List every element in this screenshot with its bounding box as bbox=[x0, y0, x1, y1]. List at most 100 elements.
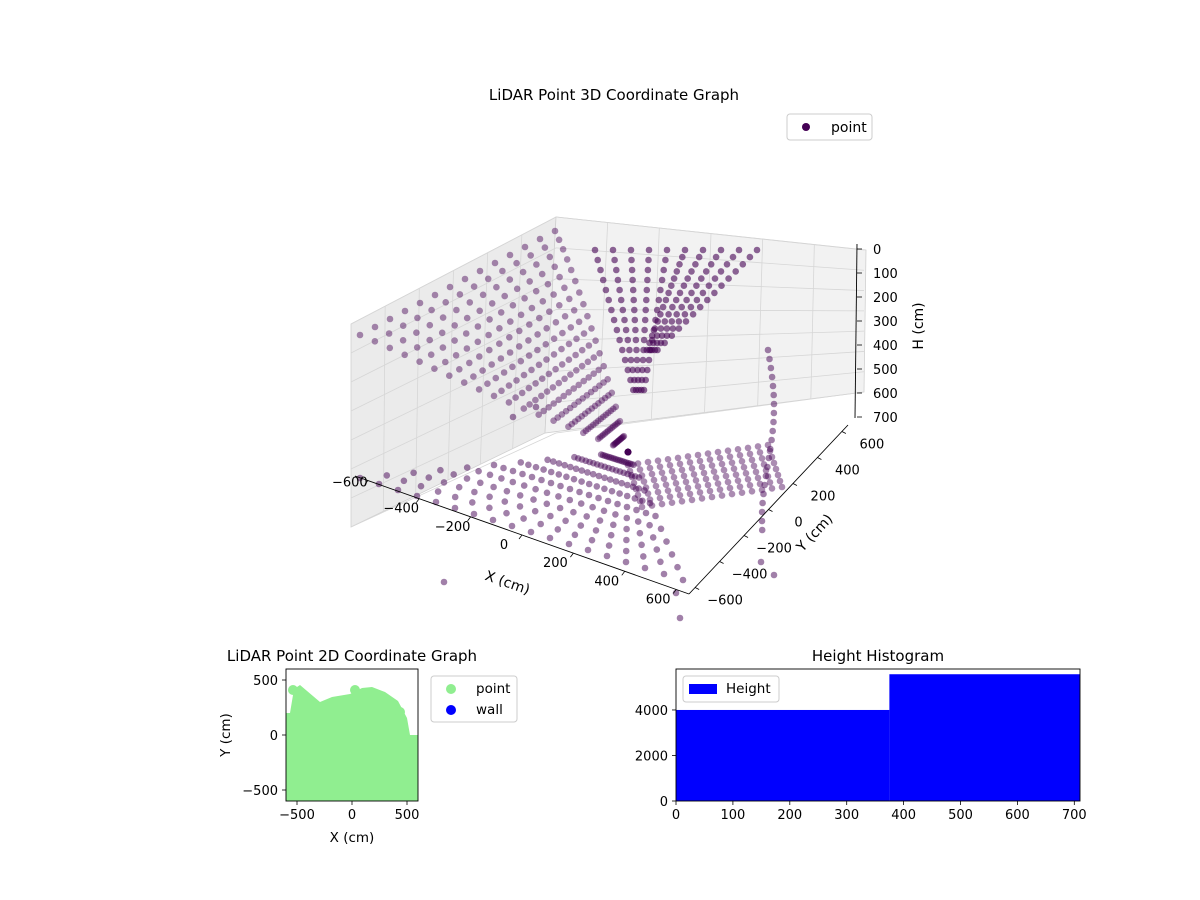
scatter-point-3d bbox=[616, 490, 623, 497]
x-tick-label-histogram: 200 bbox=[777, 808, 802, 823]
scatter-point-3d bbox=[614, 276, 622, 284]
scatter-point-3d bbox=[642, 509, 650, 517]
scatter-point-3d bbox=[688, 496, 696, 504]
scatter-point-3d bbox=[463, 464, 471, 471]
scatter-point-3d bbox=[618, 479, 625, 487]
scatter-point-3d bbox=[488, 300, 496, 307]
scatter-point-3d bbox=[571, 531, 579, 539]
scatter-point-3d bbox=[587, 423, 595, 431]
scatter-point-3d bbox=[699, 289, 707, 297]
scatter-point-3d bbox=[599, 431, 607, 439]
scatter-point-3d bbox=[538, 375, 546, 383]
scatter-point-3d bbox=[757, 558, 765, 566]
scatter-point-3d bbox=[561, 375, 568, 383]
scatter-point-3d bbox=[672, 480, 680, 487]
scatter-point-3d bbox=[688, 465, 696, 472]
scatter-point-3d bbox=[552, 365, 559, 373]
scatter-point-3d bbox=[555, 460, 563, 467]
scatter-point-3d bbox=[729, 253, 737, 261]
z-tick-label-3d: 100 bbox=[873, 267, 898, 282]
grid-line-3d bbox=[350, 370, 557, 470]
scatter-point-3d bbox=[530, 496, 537, 503]
scatter-point-3d bbox=[535, 411, 542, 419]
scatter-point-3d bbox=[570, 508, 577, 516]
scatter-point-3d bbox=[385, 330, 393, 337]
scatter-point-3d bbox=[584, 546, 592, 554]
chart-histogram: Height Histogram 0 100 200 300 400 500 600 7000… bbox=[635, 647, 1087, 823]
scatter-point-3d bbox=[596, 434, 604, 441]
scatter-point-3d bbox=[486, 493, 493, 501]
scatter-point-3d bbox=[712, 253, 720, 261]
scatter-point-3d bbox=[561, 461, 568, 469]
scatter-point-3d bbox=[696, 303, 704, 311]
scatter-point-3d bbox=[503, 509, 510, 517]
scatter-point-3d bbox=[644, 276, 651, 284]
scatter-point-3d bbox=[680, 282, 688, 290]
scatter-point-3d bbox=[589, 470, 597, 478]
scatter-point-3d bbox=[578, 413, 586, 420]
scatter-point-3d bbox=[623, 525, 630, 533]
scatter-point-3d bbox=[490, 483, 497, 491]
scatter-point-3d bbox=[626, 346, 633, 354]
scatter-point-3d bbox=[585, 480, 593, 488]
scatter-point-3d bbox=[513, 259, 520, 267]
grid-line-3d bbox=[350, 401, 557, 499]
scatter-point-3d bbox=[386, 344, 394, 352]
scatter-point-3d bbox=[605, 409, 612, 417]
scatter-point-3d bbox=[607, 407, 615, 415]
scatter-point-3d bbox=[631, 316, 639, 324]
scatter-point-3d bbox=[474, 323, 482, 330]
scatter-point-3d bbox=[463, 314, 471, 322]
z-tick-label-3d: 0 bbox=[873, 243, 881, 258]
scatter-point-3d bbox=[450, 471, 458, 478]
scatter-point-3d bbox=[497, 355, 505, 362]
ticks-histogram: 0 100 200 300 400 500 600 700 0 2000 4000 bbox=[635, 704, 1087, 823]
scatter-point-3d bbox=[538, 270, 546, 278]
scatter-point-3d bbox=[662, 481, 670, 489]
scatter-point-3d bbox=[496, 340, 503, 348]
scatter-point-3d bbox=[426, 336, 434, 344]
scatter-point-3d bbox=[527, 252, 534, 259]
scatter-point-3d bbox=[663, 246, 671, 254]
scatter-point-3d bbox=[446, 372, 453, 380]
scatter-point-3d bbox=[640, 336, 648, 344]
point-cloud-3d bbox=[356, 227, 786, 622]
scatter-point-3d bbox=[546, 253, 554, 261]
scatter-point-3d bbox=[699, 246, 707, 254]
scatter-point-3d bbox=[538, 476, 545, 484]
scatter-point-3d bbox=[693, 282, 700, 290]
scatter-point-3d bbox=[400, 477, 408, 485]
scatter-point-3d bbox=[525, 384, 533, 392]
scatter-point-3d bbox=[552, 319, 560, 326]
scatter-point-3d bbox=[641, 326, 648, 334]
legend-3d-marker bbox=[802, 123, 810, 131]
scatter-point-3d bbox=[672, 296, 680, 304]
scatter-point-3d bbox=[590, 421, 597, 429]
scatter-point-3d bbox=[668, 318, 676, 325]
scatter-point-3d bbox=[440, 479, 448, 486]
scatter-point-3d bbox=[462, 330, 470, 337]
grid-line-3d bbox=[555, 371, 865, 403]
z-tick-label-3d: 700 bbox=[873, 411, 898, 426]
scatter-point-3d bbox=[492, 374, 500, 382]
grid-line-3d bbox=[350, 432, 557, 528]
scatter-point-3d bbox=[728, 490, 736, 498]
scatter-point-3d bbox=[648, 332, 656, 340]
y-tick-label-3d: −600 bbox=[707, 594, 743, 609]
scatter-point-3d bbox=[668, 468, 676, 475]
scatter-point-3d bbox=[560, 392, 567, 400]
scatter-point-3d bbox=[471, 488, 478, 496]
scatter-point-3d bbox=[401, 307, 409, 315]
scatter-point-3d bbox=[621, 316, 628, 324]
scatter-point-3d bbox=[513, 377, 520, 384]
grid-line-3d bbox=[757, 238, 764, 406]
scatter-point-3d bbox=[476, 353, 483, 360]
scatter-point-3d bbox=[536, 314, 543, 322]
scatter-point-3d bbox=[657, 325, 665, 332]
scatter-point-3d bbox=[764, 463, 771, 471]
scatter-point-3d bbox=[664, 487, 672, 495]
scatter-point-3d bbox=[463, 345, 471, 352]
scatter-point-3d bbox=[639, 356, 647, 364]
scatter-point-3d bbox=[622, 547, 630, 555]
scatter-point-3d bbox=[683, 296, 690, 304]
